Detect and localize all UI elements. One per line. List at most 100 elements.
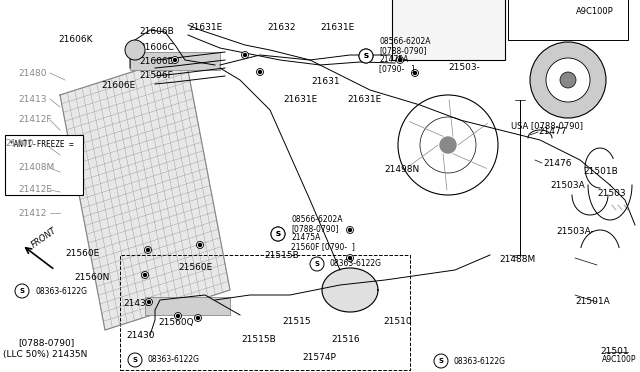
Text: [0788-0790]: [0788-0790] [379,46,426,55]
Text: 21560N: 21560N [74,273,109,282]
Text: 21412F: 21412F [18,115,51,125]
Circle shape [134,359,141,366]
Text: 21408M: 21408M [18,164,54,173]
Text: S: S [19,288,24,294]
Text: S: S [275,231,280,237]
Text: S: S [364,53,369,59]
Circle shape [546,58,590,102]
Text: 21631E: 21631E [347,94,381,103]
Text: 21503-: 21503- [448,64,480,73]
Circle shape [195,314,202,321]
Circle shape [434,354,448,368]
Circle shape [346,227,353,234]
Circle shape [143,273,147,276]
Circle shape [128,353,142,367]
Text: FRONT: FRONT [30,226,59,250]
Circle shape [196,241,204,248]
Text: S: S [438,358,444,364]
Text: S: S [132,357,138,363]
Circle shape [172,57,179,64]
Circle shape [310,257,324,271]
Bar [145,297,230,315]
Circle shape [364,57,367,60]
Circle shape [530,42,606,118]
Text: 21631E: 21631E [283,94,317,103]
Circle shape [136,360,138,363]
Text: 21413: 21413 [18,94,47,103]
Circle shape [243,54,246,57]
Circle shape [397,57,403,64]
Circle shape [196,317,200,320]
Text: 21606K: 21606K [58,35,93,45]
Text: 21400: 21400 [5,140,33,148]
Text: 08363-6122G: 08363-6122G [148,356,200,365]
Text: 21503A: 21503A [550,180,585,189]
Circle shape [560,72,576,88]
Text: 21475A: 21475A [379,55,408,64]
Text: A9C100P: A9C100P [576,7,614,16]
Circle shape [359,49,373,63]
Text: 21476: 21476 [543,158,572,167]
Bar [508,0,628,40]
Text: 21498N: 21498N [384,166,419,174]
Text: 21595: 21595 [552,81,580,90]
Text: 21606E: 21606E [101,80,135,90]
Text: 21503: 21503 [597,189,626,198]
Text: 21631E: 21631E [320,23,355,32]
Text: 21574P: 21574P [302,353,336,362]
Circle shape [175,312,182,320]
Text: 21560E: 21560E [178,263,212,273]
Text: 21560F [0790-  ]: 21560F [0790- ] [291,243,355,251]
Circle shape [346,254,353,262]
Text: 21632: 21632 [267,23,296,32]
Circle shape [271,227,285,241]
Circle shape [257,68,264,76]
Circle shape [362,55,369,61]
Text: 21515: 21515 [282,317,310,326]
Circle shape [177,314,179,317]
Circle shape [413,71,417,74]
Text: 21606C: 21606C [139,42,174,51]
Text: S: S [314,261,319,267]
Circle shape [271,227,285,241]
Text: 08363-6122G: 08363-6122G [35,286,87,295]
Text: 21435: 21435 [123,299,152,308]
Text: 21480: 21480 [18,68,47,77]
Bar [120,255,410,370]
Circle shape [198,244,202,247]
Text: (LLC 50%) 21435N: (LLC 50%) 21435N [3,350,88,359]
Text: 21488M: 21488M [499,256,535,264]
Text: 21501: 21501 [600,347,628,356]
Bar [130,52,220,70]
Circle shape [141,272,148,279]
Text: 08566-6202A: 08566-6202A [291,215,342,224]
Text: [0788-0790]: [0788-0790] [291,224,339,234]
Text: 21510: 21510 [383,317,412,327]
Text: S: S [275,231,280,237]
Circle shape [399,58,401,61]
Bar [392,0,505,60]
Text: 21560E: 21560E [65,248,99,257]
Polygon shape [60,55,230,330]
Text: [0788-0790]: [0788-0790] [18,339,74,347]
Text: 21475A: 21475A [291,234,321,243]
Text: 21515B: 21515B [241,334,276,343]
Text: 21606B: 21606B [139,28,173,36]
Circle shape [125,40,145,60]
Text: [0790-   ]: [0790- ] [379,64,414,74]
Circle shape [15,284,29,298]
Circle shape [147,301,150,304]
Circle shape [349,257,351,260]
Text: 21560Q: 21560Q [158,318,194,327]
Circle shape [349,228,351,231]
Text: 21501B: 21501B [583,167,618,176]
Text: USA [0788-0790]: USA [0788-0790] [511,122,583,131]
Text: 08363-6122G: 08363-6122G [330,260,382,269]
Circle shape [147,248,150,251]
Text: 21412E: 21412E [18,186,52,195]
Text: 21596F: 21596F [139,71,173,80]
Text: 21430: 21430 [126,330,154,340]
Text: 08566-6202A: 08566-6202A [379,38,431,46]
Text: 21515B: 21515B [264,251,299,260]
Text: 21631E: 21631E [188,23,222,32]
